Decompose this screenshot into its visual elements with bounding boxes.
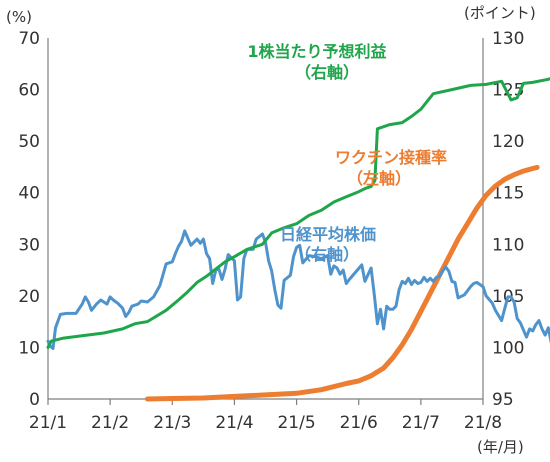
- label-eps-line-1: 1株当たり予想利益: [247, 42, 386, 61]
- right-tick-label: 110: [492, 235, 524, 255]
- left-axis-unit: (%): [6, 8, 32, 26]
- x-tick-label: 21/4: [215, 413, 253, 433]
- x-tick-label: 21/6: [340, 413, 378, 433]
- x-tick-label: 21/5: [277, 413, 315, 433]
- right-tick-label: 95: [492, 390, 514, 410]
- label-eps: 1株当たり予想利益 （右軸）: [247, 42, 386, 82]
- left-tick-label: 70: [18, 29, 40, 49]
- left-tick-label: 20: [18, 287, 40, 307]
- label-nikkei-line-1: 日経平均株価: [280, 225, 376, 244]
- x-tick-label: 21/3: [153, 413, 191, 433]
- right-tick-label: 130: [492, 29, 524, 49]
- label-nikkei: 日経平均株価 （右軸）: [280, 225, 376, 264]
- x-axis-unit: (年/月): [477, 438, 524, 456]
- series-line-vaccine: [144, 164, 540, 402]
- left-tick-label: 0: [29, 390, 40, 410]
- tick-layer: 0102030405060709510010511011512012513021…: [18, 29, 524, 433]
- right-axis-unit: (ポイント): [464, 4, 536, 22]
- left-tick-label: 30: [18, 235, 40, 255]
- x-tick-label: 21/7: [402, 413, 440, 433]
- left-tick-label: 60: [18, 81, 40, 101]
- label-vaccine-line-1: ワクチン接種率: [335, 148, 447, 167]
- label-vaccine: ワクチン接種率 （左軸）: [335, 148, 447, 188]
- right-tick-label: 120: [492, 132, 524, 152]
- left-tick-label: 40: [18, 184, 40, 204]
- left-tick-label: 50: [18, 132, 40, 152]
- series-line-nikkei: [46, 229, 550, 350]
- right-tick-label: 125: [492, 81, 524, 101]
- left-tick-label: 10: [18, 338, 40, 358]
- series-layer: [46, 77, 550, 402]
- series-line-eps: [46, 77, 550, 349]
- right-tick-label: 115: [492, 184, 524, 204]
- x-tick-label: 21/2: [91, 413, 129, 433]
- right-tick-label: 100: [492, 338, 524, 358]
- label-nikkei-line-2: （右軸）: [295, 245, 359, 264]
- label-vaccine-line-2: （左軸）: [347, 169, 411, 188]
- label-eps-line-2: （右軸）: [295, 63, 359, 82]
- x-tick-label: 21/8: [464, 413, 502, 433]
- x-tick-label: 21/1: [29, 413, 67, 433]
